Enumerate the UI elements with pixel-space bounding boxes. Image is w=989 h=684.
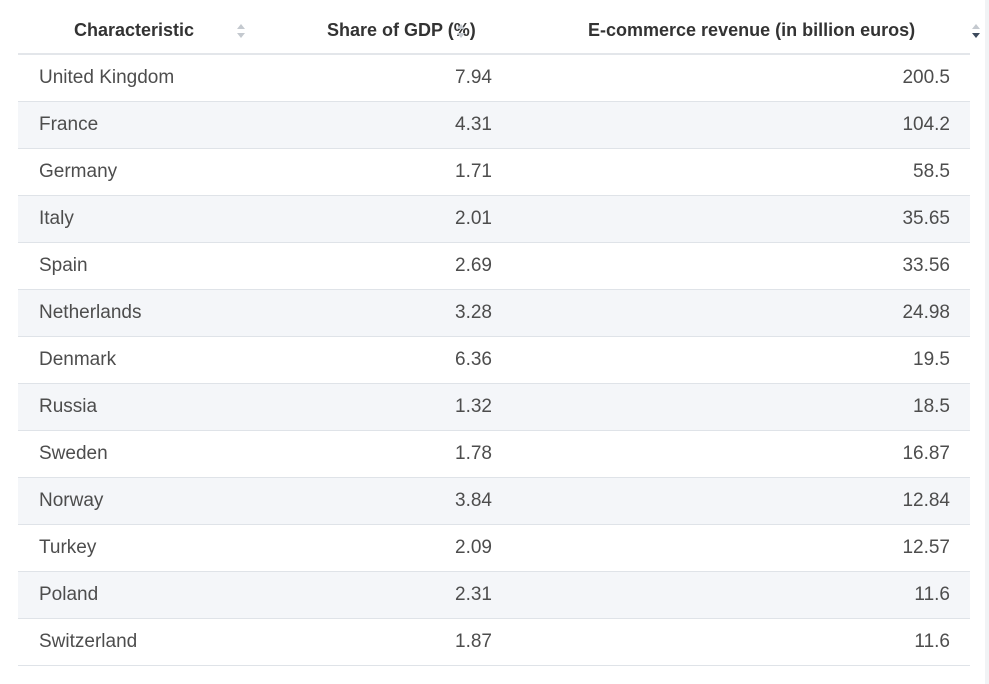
sort-up-arrow-icon — [972, 24, 980, 29]
table-row: Germany 1.71 58.5 — [18, 148, 970, 196]
cell-share-of-gdp-wrap: 1.87 — [255, 618, 492, 666]
cell-share-of-gdp: 2.09 — [455, 537, 492, 558]
data-table-container: Characteristic Share of GDP (%) — [18, 7, 980, 666]
cell-share-of-gdp: 3.28 — [455, 302, 492, 323]
table-header: Characteristic Share of GDP (%) — [18, 7, 980, 55]
cell-share-of-gdp: 3.84 — [455, 490, 492, 511]
cell-share-of-gdp: 1.78 — [455, 443, 492, 464]
cell-characteristic: Switzerland — [18, 618, 255, 666]
cell-share-of-gdp-wrap: 2.31 — [255, 571, 492, 619]
cell-share-of-gdp-wrap: 2.01 — [255, 195, 492, 243]
cell-characteristic: Italy — [18, 195, 255, 243]
data-table: Characteristic Share of GDP (%) — [18, 7, 980, 666]
column-header-ecommerce-revenue[interactable]: E-commerce revenue (in billion euros) — [492, 7, 980, 55]
cell-characteristic: Germany — [18, 148, 255, 196]
column-header-characteristic[interactable]: Characteristic — [18, 7, 255, 55]
column-header-share-of-gdp[interactable]: Share of GDP (%) — [255, 7, 492, 55]
table-row: Spain 2.69 33.56 — [18, 242, 970, 290]
cell-share-of-gdp-wrap: 3.84 — [255, 477, 492, 525]
cell-share-of-gdp: 2.69 — [455, 255, 492, 276]
table-row: Sweden 1.78 16.87 — [18, 430, 970, 478]
table-row: Denmark 6.36 19.5 — [18, 336, 970, 384]
cell-ecommerce-revenue: 19.5 — [492, 336, 970, 384]
cell-ecommerce-revenue: 12.84 — [492, 477, 970, 525]
table-row: Russia 1.32 18.5 — [18, 383, 970, 431]
sort-down-arrow-icon — [972, 33, 980, 38]
cell-characteristic: Spain — [18, 242, 255, 290]
cell-ecommerce-revenue: 24.98 — [492, 289, 970, 337]
cell-ecommerce-revenue: 11.6 — [492, 618, 970, 666]
cell-ecommerce-revenue: 200.5 — [492, 54, 970, 102]
sort-descending-icon[interactable] — [970, 22, 982, 40]
column-header-label: E-commerce revenue (in billion euros) — [588, 19, 916, 40]
cell-characteristic: Sweden — [18, 430, 255, 478]
cell-ecommerce-revenue: 58.5 — [492, 148, 970, 196]
table-row: France 4.31 104.2 — [18, 101, 970, 149]
cell-ecommerce-revenue: 33.56 — [492, 242, 970, 290]
cell-share-of-gdp-wrap: 4.31 — [255, 101, 492, 149]
cell-characteristic: France — [18, 101, 255, 149]
header-row: Characteristic Share of GDP (%) — [18, 7, 980, 55]
cell-share-of-gdp: 7.94 — [455, 67, 492, 88]
sort-down-arrow-icon — [457, 33, 465, 38]
cell-ecommerce-revenue: 104.2 — [492, 101, 970, 149]
cell-share-of-gdp: 4.31 — [455, 114, 492, 135]
table-row: Italy 2.01 35.65 — [18, 195, 970, 243]
sort-down-arrow-icon — [237, 33, 245, 38]
cell-characteristic: Denmark — [18, 336, 255, 384]
table-row: Netherlands 3.28 24.98 — [18, 289, 970, 337]
cell-characteristic: Russia — [18, 383, 255, 431]
sort-up-arrow-icon — [237, 24, 245, 29]
cell-characteristic: Netherlands — [18, 289, 255, 337]
cell-characteristic: Turkey — [18, 524, 255, 572]
cell-share-of-gdp: 1.32 — [455, 396, 492, 417]
sort-icon[interactable] — [235, 22, 247, 40]
column-header-label: Share of GDP (%) — [327, 19, 476, 40]
cell-share-of-gdp: 1.71 — [455, 161, 492, 182]
column-header-label: Characteristic — [74, 19, 195, 40]
cell-characteristic: Norway — [18, 477, 255, 525]
table-body: United Kingdom 7.94 200.5 France 4.31 104.2 Ge… — [18, 54, 970, 666]
cell-share-of-gdp-wrap: 1.71 — [255, 148, 492, 196]
cell-share-of-gdp: 2.01 — [455, 208, 492, 229]
cell-ecommerce-revenue: 16.87 — [492, 430, 970, 478]
table-row: Poland 2.31 11.6 — [18, 571, 970, 619]
cell-ecommerce-revenue: 12.57 — [492, 524, 970, 572]
cell-share-of-gdp-wrap: 1.32 — [255, 383, 492, 431]
cell-share-of-gdp: 1.87 — [455, 631, 492, 652]
cell-share-of-gdp-wrap: 7.94 — [255, 54, 492, 102]
table-row: Switzerland 1.87 11.6 — [18, 618, 970, 666]
sort-up-arrow-icon — [457, 24, 465, 29]
table-row: Norway 3.84 12.84 — [18, 477, 970, 525]
cell-characteristic: United Kingdom — [18, 54, 255, 102]
cell-share-of-gdp-wrap: 1.78 — [255, 430, 492, 478]
cell-share-of-gdp-wrap: 3.28 — [255, 289, 492, 337]
sort-icon[interactable] — [455, 22, 467, 40]
scrollbar-track[interactable] — [985, 0, 989, 684]
cell-share-of-gdp: 2.31 — [455, 584, 492, 605]
cell-share-of-gdp-wrap: 2.09 — [255, 524, 492, 572]
table-row: United Kingdom 7.94 200.5 — [18, 54, 970, 102]
cell-ecommerce-revenue: 11.6 — [492, 571, 970, 619]
cell-share-of-gdp-wrap: 2.69 — [255, 242, 492, 290]
cell-characteristic: Poland — [18, 571, 255, 619]
cell-ecommerce-revenue: 35.65 — [492, 195, 970, 243]
cell-share-of-gdp-wrap: 6.36 — [255, 336, 492, 384]
cell-ecommerce-revenue: 18.5 — [492, 383, 970, 431]
table-row: Turkey 2.09 12.57 — [18, 524, 970, 572]
cell-share-of-gdp: 6.36 — [455, 349, 492, 370]
